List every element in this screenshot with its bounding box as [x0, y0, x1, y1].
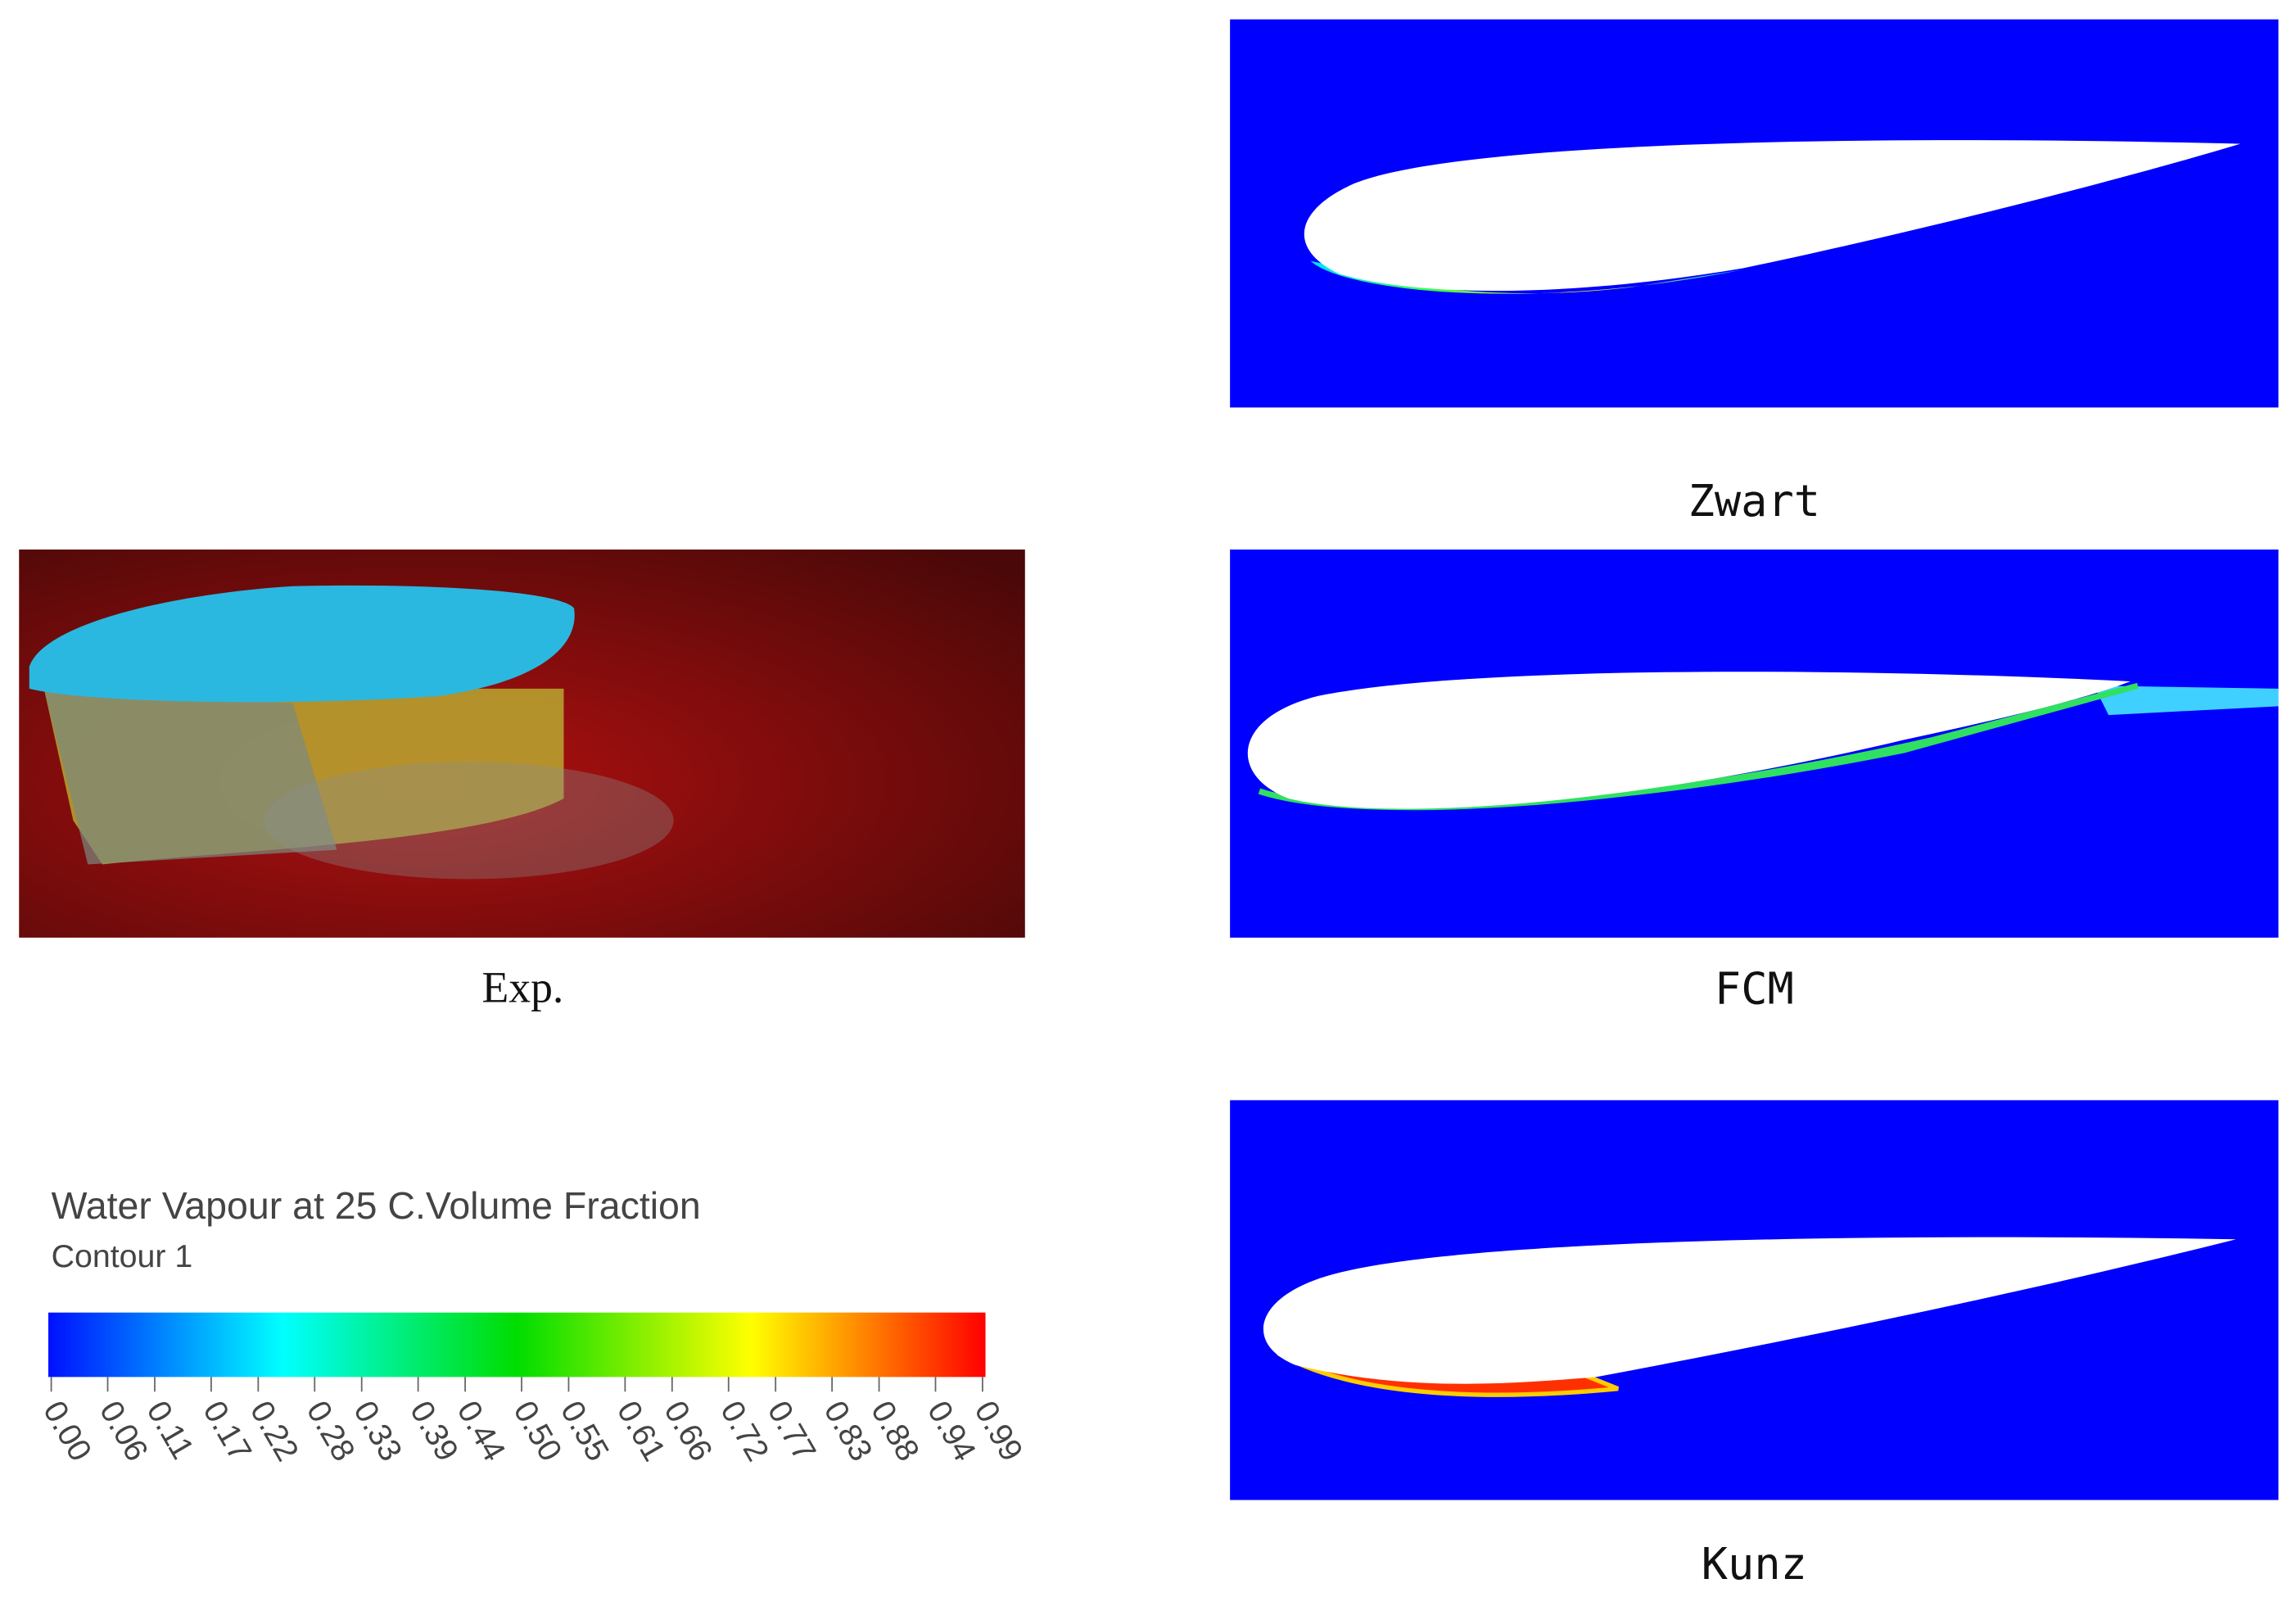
tick-label: 0.94: [920, 1395, 983, 1467]
colorbar: [48, 1312, 986, 1378]
zwart-contour: [1230, 19, 2279, 408]
tick-label: 0.44: [450, 1395, 513, 1467]
legend-subtitle: Contour 1: [52, 1238, 193, 1274]
tick-label: 0.61: [610, 1395, 672, 1467]
tick-label: 0.39: [403, 1395, 465, 1467]
tick-label: 0.88: [864, 1395, 926, 1467]
tick-label: 0.22: [243, 1395, 305, 1467]
kunz-contour: [1230, 1100, 2279, 1500]
caption: Exp.: [482, 963, 564, 1012]
tick-label: 0.77: [761, 1395, 823, 1467]
tick-label: 0.72: [713, 1395, 775, 1467]
tick-label: 0.66: [657, 1395, 719, 1467]
tick-label: 0.55: [554, 1395, 616, 1467]
tick-label: 0.00: [36, 1395, 98, 1467]
tick-label: 0.83: [817, 1395, 879, 1467]
tick-label: 0.17: [196, 1395, 258, 1467]
caption: Zwart: [1688, 475, 1820, 527]
experiment-photo: [19, 549, 1025, 938]
caption: FCM: [1715, 962, 1794, 1014]
tick-label: 0.33: [346, 1395, 409, 1467]
tick-label: 0.06: [93, 1395, 155, 1467]
fcm-contour: [1230, 549, 2279, 938]
tick-label: 0.28: [300, 1395, 362, 1467]
legend: Water Vapour at 25 C.Volume Fraction Con…: [36, 1184, 1030, 1467]
caption: Kunz: [1702, 1538, 1807, 1590]
tick-label: 0.50: [506, 1395, 568, 1467]
tick-label: 0.11: [139, 1395, 201, 1465]
tick-label: 0.99: [967, 1395, 1029, 1467]
legend-title: Water Vapour at 25 C.Volume Fraction: [52, 1184, 701, 1227]
